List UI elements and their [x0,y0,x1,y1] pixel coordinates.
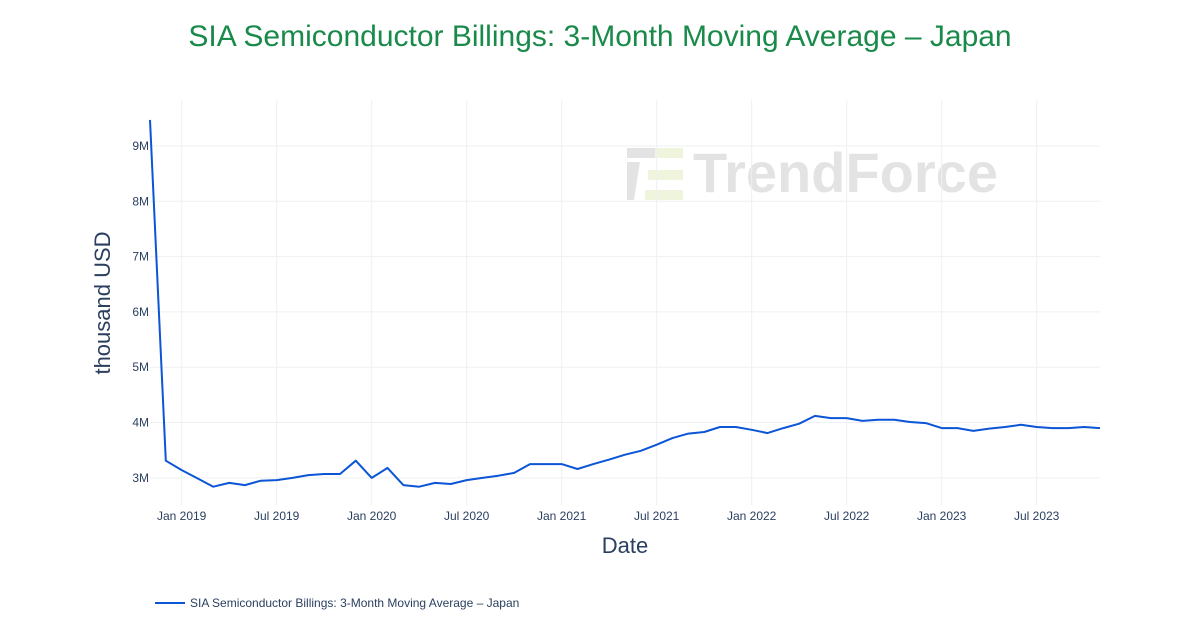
trendforce-watermark: TrendForce [627,141,998,204]
y-tick-label: 6M [132,305,149,319]
x-tick-label: Jul 2020 [444,509,490,523]
legend[interactable]: SIA Semiconductor Billings: 3-Month Movi… [155,596,519,610]
x-tick-label: Jan 2020 [347,509,397,523]
x-tick-label: Jul 2021 [634,509,680,523]
legend-line-swatch [155,602,185,604]
legend-label: SIA Semiconductor Billings: 3-Month Movi… [190,596,520,610]
y-tick-label: 5M [132,360,149,374]
y-tick-label: 4M [132,416,149,430]
y-axis-label: thousand USD [90,231,115,374]
y-tick-label: 9M [132,139,149,153]
x-tick-label: Jan 2021 [537,509,587,523]
x-tick-label: Jan 2023 [917,509,967,523]
x-axis-label: Date [602,533,648,558]
y-tick-label: 3M [132,471,149,485]
svg-text:TrendForce: TrendForce [693,141,998,204]
x-tick-label: Jan 2019 [157,509,207,523]
x-tick-label: Jul 2022 [824,509,870,523]
x-tick-label: Jan 2022 [727,509,777,523]
y-tick-label: 7M [132,250,149,264]
y-tick-label: 8M [132,194,149,208]
series-line [149,119,1101,488]
x-tick-label: Jul 2023 [1014,509,1060,523]
chart-title: SIA Semiconductor Billings: 3-Month Movi… [188,20,1012,53]
x-tick-label: Jul 2019 [254,509,300,523]
